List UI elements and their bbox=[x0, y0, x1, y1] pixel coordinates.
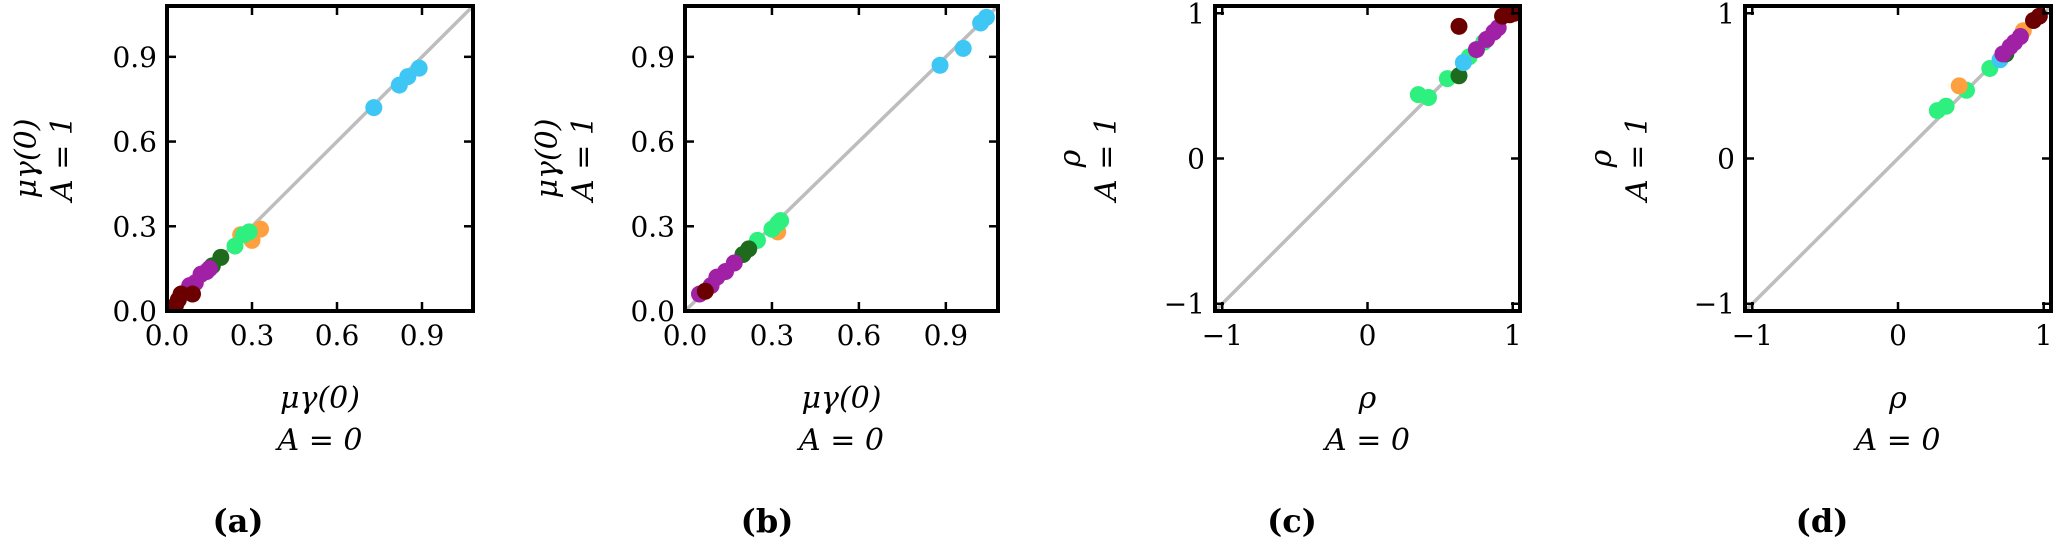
x-tick-label: 0.9 bbox=[924, 319, 969, 352]
y-tick-label: 0.3 bbox=[630, 210, 675, 243]
scatter-point bbox=[1950, 77, 1968, 95]
y-axis-label: μγ(0) bbox=[9, 119, 44, 199]
scatter-point bbox=[954, 39, 972, 57]
x-tick-label: 0.3 bbox=[750, 319, 795, 352]
points bbox=[1409, 6, 1520, 106]
y-axis-label: μγ(0) bbox=[530, 119, 565, 199]
y-axis-label-condition: A = 1 bbox=[566, 116, 601, 204]
x-tick-label: 1 bbox=[2035, 319, 2053, 352]
scatter-point bbox=[365, 99, 383, 117]
x-tick-label: 0 bbox=[1359, 319, 1377, 352]
scatter-point bbox=[740, 240, 758, 258]
x-axis-label: μγ(0) bbox=[280, 381, 360, 416]
y-tick-label: 1 bbox=[1187, 0, 1205, 30]
x-tick-label: −1 bbox=[1202, 319, 1243, 352]
x-tick-label: 1 bbox=[1504, 319, 1522, 352]
panel-b: 0.0 0.3 0.6 0.90.00.30.60.9μγ(0)A = 0μγ(0) A… bbox=[530, 4, 1000, 540]
x-axis-label-condition: A = 0 bbox=[275, 423, 363, 458]
y-tick-label: 0.0 bbox=[630, 295, 675, 328]
x-axis-label-condition: A = 0 bbox=[1322, 423, 1410, 458]
y-tick-label: 0.9 bbox=[112, 41, 157, 74]
y-axis-label: ρ bbox=[1053, 149, 1088, 168]
y-axis-label-condition: A = 1 bbox=[1089, 116, 1124, 204]
panel-a: 0.0 0.3 0.6 0.90.00.30.60.9μγ(0)A = 0μγ(0) A… bbox=[9, 4, 475, 540]
scatter-point bbox=[1420, 89, 1437, 106]
panel-label: (b) bbox=[741, 502, 794, 540]
scatter-point bbox=[201, 260, 218, 278]
scatter-point bbox=[410, 59, 428, 77]
scatter-point bbox=[1450, 17, 1468, 35]
y-tick-label: −1 bbox=[1164, 288, 1205, 321]
y-axis-label-condition: A = 1 bbox=[1620, 116, 1655, 204]
x-axis-label: ρ bbox=[1888, 381, 1907, 416]
y-tick-label: 0.6 bbox=[630, 126, 675, 159]
panel-label: (c) bbox=[1267, 502, 1317, 540]
points bbox=[167, 59, 428, 311]
plot-frame bbox=[683, 4, 1000, 313]
y-tick-label: 0.0 bbox=[112, 295, 157, 328]
x-tick-label: 0 bbox=[1889, 319, 1907, 352]
x-tick-label: 0.3 bbox=[230, 319, 275, 352]
x-axis-label: μγ(0) bbox=[802, 381, 882, 416]
panel-label: (a) bbox=[212, 502, 263, 540]
x-tick-label: 0.0 bbox=[145, 319, 190, 352]
y-tick-label: 0 bbox=[1187, 143, 1205, 176]
scatter-point bbox=[2030, 7, 2048, 25]
scatter-point bbox=[725, 254, 743, 272]
y-tick-label: 0.9 bbox=[630, 41, 675, 74]
points bbox=[690, 8, 995, 303]
scatter-point bbox=[772, 212, 790, 230]
scatter-point bbox=[1937, 97, 1955, 115]
x-tick-label: 0.9 bbox=[400, 319, 445, 352]
x-axis-label-condition: A = 0 bbox=[796, 423, 884, 458]
x-tick-label: 0.6 bbox=[837, 319, 882, 352]
x-tick-label: 0.6 bbox=[315, 319, 360, 352]
x-axis-label-condition: A = 0 bbox=[1853, 423, 1941, 458]
scatter-point bbox=[2011, 28, 2029, 45]
plot-frame bbox=[165, 4, 475, 313]
y-tick-label: −1 bbox=[1694, 288, 1735, 321]
scatter-point bbox=[184, 285, 201, 303]
scatter-point bbox=[696, 282, 714, 300]
y-tick-label: 0 bbox=[1717, 143, 1735, 176]
scatter-point bbox=[977, 8, 995, 26]
y-tick-label: 1 bbox=[1717, 0, 1735, 30]
x-tick-label: −1 bbox=[1732, 319, 1773, 352]
y-tick-label: 0.6 bbox=[112, 126, 157, 159]
scatter-point bbox=[212, 248, 230, 266]
scatter-point bbox=[240, 223, 258, 241]
scatter-point bbox=[1454, 54, 1472, 72]
x-axis-label: ρ bbox=[1358, 381, 1377, 416]
panel-label: (d) bbox=[1796, 502, 1849, 540]
y-axis-label: ρ bbox=[1584, 149, 1619, 168]
points bbox=[1928, 7, 2048, 120]
scatter-point bbox=[931, 56, 949, 74]
y-tick-label: 0.3 bbox=[112, 210, 157, 243]
y-axis-label-condition: A = 1 bbox=[45, 116, 80, 204]
x-tick-label: 0.0 bbox=[663, 319, 708, 352]
scatter-point bbox=[1450, 67, 1468, 85]
